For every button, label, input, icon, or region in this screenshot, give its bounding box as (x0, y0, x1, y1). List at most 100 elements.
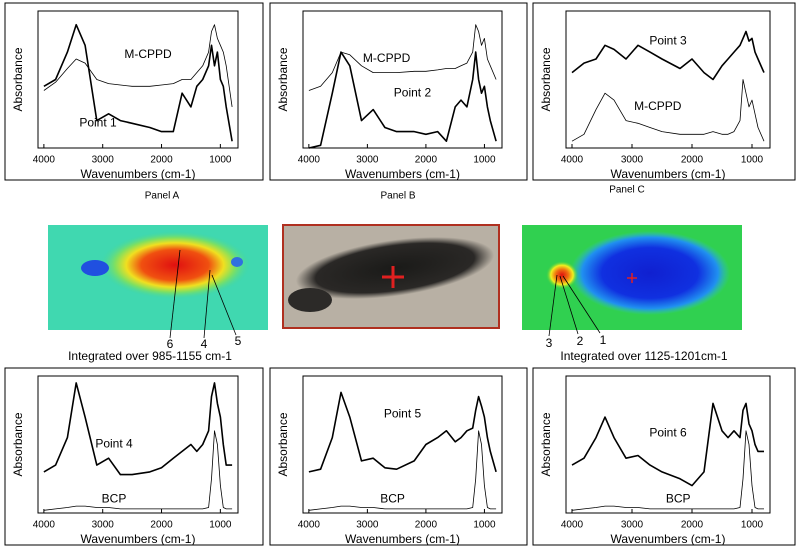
spectrum-line (308, 24, 497, 91)
marker-label: 4 (201, 337, 208, 351)
series-label: BCP (102, 491, 127, 505)
microscope-photo (282, 224, 500, 329)
spectrum-line (43, 23, 233, 142)
spectrum-line (308, 391, 497, 473)
marker-label: 1 (600, 333, 607, 347)
map-caption: Integrated over 1125-1201cm-1 (560, 349, 728, 363)
plot-frame (565, 10, 771, 149)
x-axis-label: Wavenumbers (cm-1) (611, 167, 726, 181)
y-axis-label: Absorbance (276, 412, 290, 476)
x-tick-label: 1000 (741, 155, 764, 166)
x-tick-label: 3000 (92, 155, 115, 166)
x-tick-label: 2000 (150, 520, 173, 531)
panel-frame (4, 367, 264, 546)
plot-frame (37, 10, 239, 149)
series-label: BCP (666, 491, 691, 505)
series-label: Point 4 (95, 437, 133, 451)
panel-frame (532, 2, 796, 181)
map-caption: Integrated over 985-1155 cm-1 (68, 349, 232, 363)
y-axis-label: Absorbance (539, 412, 553, 476)
x-tick-label: 3000 (356, 520, 379, 531)
x-tick-label: 1000 (473, 520, 496, 531)
panel-frame (269, 367, 528, 546)
series-label: Point 2 (394, 85, 432, 99)
spectrum-line (43, 24, 233, 107)
x-tick-label: 3000 (92, 520, 115, 531)
x-tick-label: 3000 (621, 520, 644, 531)
plot-frame (302, 10, 503, 149)
x-axis-label: Wavenumbers (cm-1) (611, 532, 726, 546)
spectrum-line (308, 51, 497, 149)
y-axis-label: Absorbance (11, 412, 25, 476)
series-label: M-CPPD (124, 47, 172, 61)
panel-frame (532, 367, 796, 546)
heatmap-spot (231, 257, 243, 267)
marker-line (169, 249, 181, 339)
panel-frame (269, 2, 528, 181)
marker-line (559, 275, 579, 335)
marker-line (203, 269, 211, 339)
x-axis-label: Wavenumbers (cm-1) (345, 167, 460, 181)
panel-label: Panel C (609, 185, 645, 196)
marker-label: 3 (546, 336, 553, 350)
panel-label: Panel A (145, 191, 180, 202)
y-axis-label: Absorbance (539, 47, 553, 111)
x-tick-label: 4000 (298, 155, 321, 166)
plot-frame (565, 375, 771, 514)
x-tick-label: 2000 (415, 520, 438, 531)
heatmap-hotspot (546, 261, 578, 289)
marker-line (548, 274, 558, 337)
x-tick-label: 2000 (681, 155, 704, 166)
spectrum-line (571, 30, 765, 81)
right-heatmap: 3 2 1 Integrated over 1125-1201cm-1 (522, 225, 742, 363)
x-tick-label: 2000 (415, 155, 438, 166)
series-label: Point 1 (79, 116, 117, 130)
spectrum-line (571, 79, 765, 142)
panel-frame (4, 2, 264, 181)
x-tick-label: 1000 (209, 520, 232, 531)
spectrum-line (308, 430, 497, 511)
x-tick-label: 4000 (33, 155, 56, 166)
particle (295, 236, 495, 300)
panel-label: Panel B (380, 191, 415, 202)
y-axis-label: Absorbance (11, 47, 25, 111)
heatmap-coldspot (570, 231, 730, 315)
y-axis-label: Absorbance (276, 47, 290, 111)
x-tick-label: 3000 (621, 155, 644, 166)
x-tick-label: 1000 (473, 155, 496, 166)
heatmap-spot (81, 260, 109, 276)
x-tick-label: 4000 (33, 520, 56, 531)
spectrum-line (43, 430, 233, 511)
x-tick-label: 4000 (561, 155, 584, 166)
x-axis-label: Wavenumbers (cm-1) (345, 532, 460, 546)
heatmap-hotspot (100, 231, 250, 299)
x-tick-label: 2000 (150, 155, 173, 166)
series-label: Point 6 (649, 426, 687, 440)
left-heatmap: 6 4 5 Integrated over 985-1155 cm-1 (48, 225, 268, 363)
series-label: M-CPPD (634, 99, 682, 113)
marker-label: 2 (577, 334, 584, 348)
marker-line (562, 275, 601, 334)
x-tick-label: 4000 (561, 520, 584, 531)
charts: 4000 3000 2000 1000 Wavenumbers (cm-1) Absorb… (4, 2, 796, 546)
x-tick-label: 1000 (741, 520, 764, 531)
x-tick-label: 3000 (356, 155, 379, 166)
spectrum-line (43, 382, 233, 476)
particle (288, 288, 332, 312)
spectrum-line (571, 430, 764, 511)
marker-label: 6 (167, 337, 174, 351)
plot-frame (37, 375, 239, 514)
series-label: Point 3 (649, 33, 687, 47)
marker-label: 5 (235, 334, 242, 348)
series-label: BCP (380, 491, 405, 505)
x-axis-label: Wavenumbers (cm-1) (81, 167, 196, 181)
x-tick-label: 2000 (681, 520, 704, 531)
series-label: Point 5 (384, 407, 422, 421)
x-tick-label: 1000 (209, 155, 232, 166)
plot-frame (302, 375, 503, 514)
x-tick-label: 4000 (298, 520, 321, 531)
series-label: M-CPPD (363, 51, 411, 65)
marker-line (211, 274, 237, 336)
x-axis-label: Wavenumbers (cm-1) (81, 532, 196, 546)
